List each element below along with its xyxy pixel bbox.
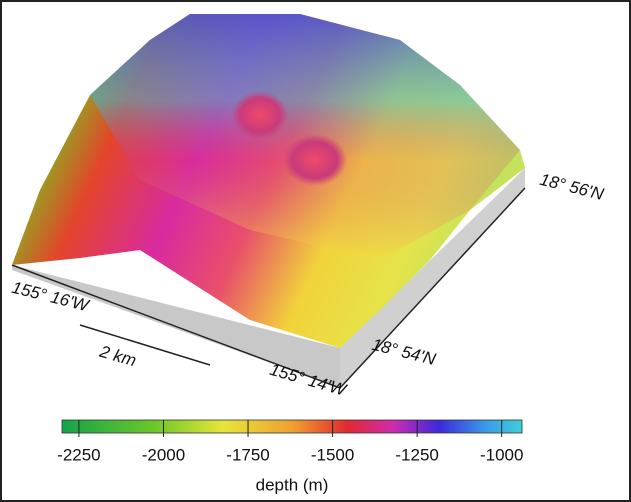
colorbar-label: depth (m) [256,475,329,494]
colorbar-tick-label: -1750 [226,445,269,464]
colorbar-tick-label: -1000 [480,445,523,464]
colorbar-tick-label: -2000 [142,445,185,464]
colorbar-tick-label: -2250 [57,445,100,464]
figure: 155° 16'W 2 km 155° 14'W 18° 54'N 18° 56… [0,0,631,502]
volcanic-cone [283,134,347,186]
colorbar-tick-label: -1500 [311,445,354,464]
volcanic-cone [232,91,288,139]
colorbar-tick-label: -1250 [395,445,438,464]
colorbar [62,420,522,433]
